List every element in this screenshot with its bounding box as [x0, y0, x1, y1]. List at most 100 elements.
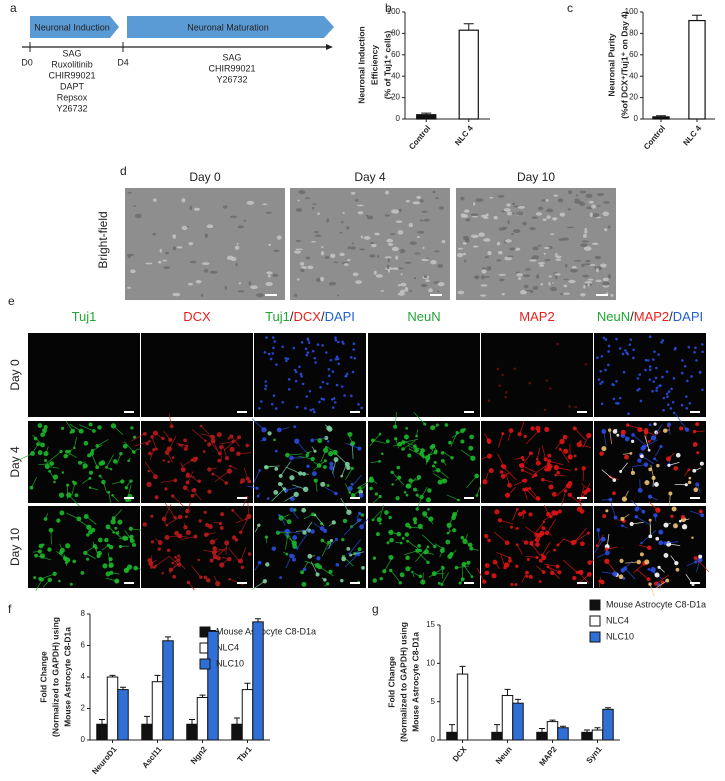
bar — [162, 640, 174, 741]
timeline-arrow — [326, 44, 333, 50]
cell — [415, 548, 420, 553]
cell — [133, 565, 139, 571]
cell — [323, 447, 329, 453]
cell — [425, 279, 430, 283]
neurite — [89, 487, 99, 491]
x-tick-label: DCX — [451, 744, 469, 763]
cell — [514, 583, 518, 587]
cell — [612, 429, 618, 434]
cell — [357, 211, 364, 215]
cell — [663, 522, 669, 528]
cell — [667, 463, 671, 467]
cell — [347, 258, 351, 262]
cell — [507, 483, 512, 488]
cell — [675, 567, 680, 572]
cell — [457, 247, 463, 250]
cell — [152, 474, 158, 480]
cell — [497, 250, 503, 255]
header-part: DAPI — [673, 309, 703, 324]
cell — [314, 230, 319, 234]
cell — [287, 387, 291, 391]
scale-bar — [350, 497, 360, 499]
cell — [92, 429, 96, 433]
neurite — [313, 460, 326, 471]
cell — [486, 438, 491, 443]
scale-bar — [690, 497, 700, 499]
cell — [379, 576, 383, 581]
cell — [298, 471, 303, 476]
cell — [599, 382, 602, 385]
cell — [531, 216, 538, 219]
cell — [332, 397, 336, 400]
cell — [651, 389, 654, 393]
neurite — [71, 483, 76, 496]
cell — [69, 582, 73, 586]
y-tick-label: 100 — [387, 7, 401, 16]
cell — [339, 231, 343, 234]
x-tick-label: Tbr1 — [236, 744, 254, 763]
cell — [647, 545, 652, 551]
cell — [530, 543, 534, 547]
cell — [125, 567, 129, 572]
cell — [147, 469, 151, 473]
cell — [331, 406, 335, 409]
cell — [336, 340, 340, 344]
cell — [618, 347, 622, 350]
cell — [624, 454, 629, 460]
phase-label: Neuronal Induction — [34, 22, 110, 32]
cell — [673, 466, 679, 471]
cell — [669, 407, 673, 410]
cell — [209, 539, 216, 545]
neurite — [522, 469, 534, 476]
cell — [272, 273, 279, 277]
cell — [666, 456, 671, 462]
cell — [440, 583, 444, 586]
cell — [386, 541, 390, 545]
cell — [248, 281, 252, 286]
cell — [566, 226, 574, 229]
neurite — [407, 540, 421, 551]
cell — [293, 368, 297, 372]
cell — [316, 556, 321, 561]
neurite — [344, 483, 351, 493]
factor: DAPT — [60, 81, 85, 91]
cell — [423, 218, 430, 222]
cell — [245, 517, 248, 521]
cell — [653, 457, 657, 461]
cell — [342, 211, 345, 215]
cell — [102, 563, 108, 569]
cell — [544, 530, 550, 536]
cell — [313, 356, 317, 360]
y-tick-label: 2 — [81, 704, 86, 713]
error-bar — [144, 715, 150, 725]
header-part: DCX — [294, 309, 322, 324]
cell — [648, 365, 652, 368]
cell — [202, 450, 206, 453]
cell — [56, 518, 61, 523]
neurite — [187, 473, 200, 483]
cell — [174, 530, 180, 536]
cell — [439, 548, 445, 554]
cell — [441, 459, 445, 463]
cell — [96, 550, 102, 556]
cell — [506, 203, 511, 207]
cell — [602, 211, 610, 217]
cell — [540, 477, 545, 482]
cell — [274, 407, 278, 410]
bar — [416, 114, 437, 120]
cell — [129, 479, 133, 483]
cell — [119, 545, 123, 549]
cell — [340, 474, 344, 478]
cell — [342, 518, 348, 524]
cell — [568, 279, 576, 284]
cell — [380, 290, 385, 292]
cell — [165, 251, 170, 255]
cell — [109, 467, 113, 471]
cell — [306, 464, 310, 468]
cell — [588, 200, 594, 204]
cell — [294, 250, 301, 254]
cell — [203, 510, 207, 514]
cell — [108, 562, 114, 568]
neurite — [610, 476, 619, 480]
cell — [565, 483, 572, 489]
